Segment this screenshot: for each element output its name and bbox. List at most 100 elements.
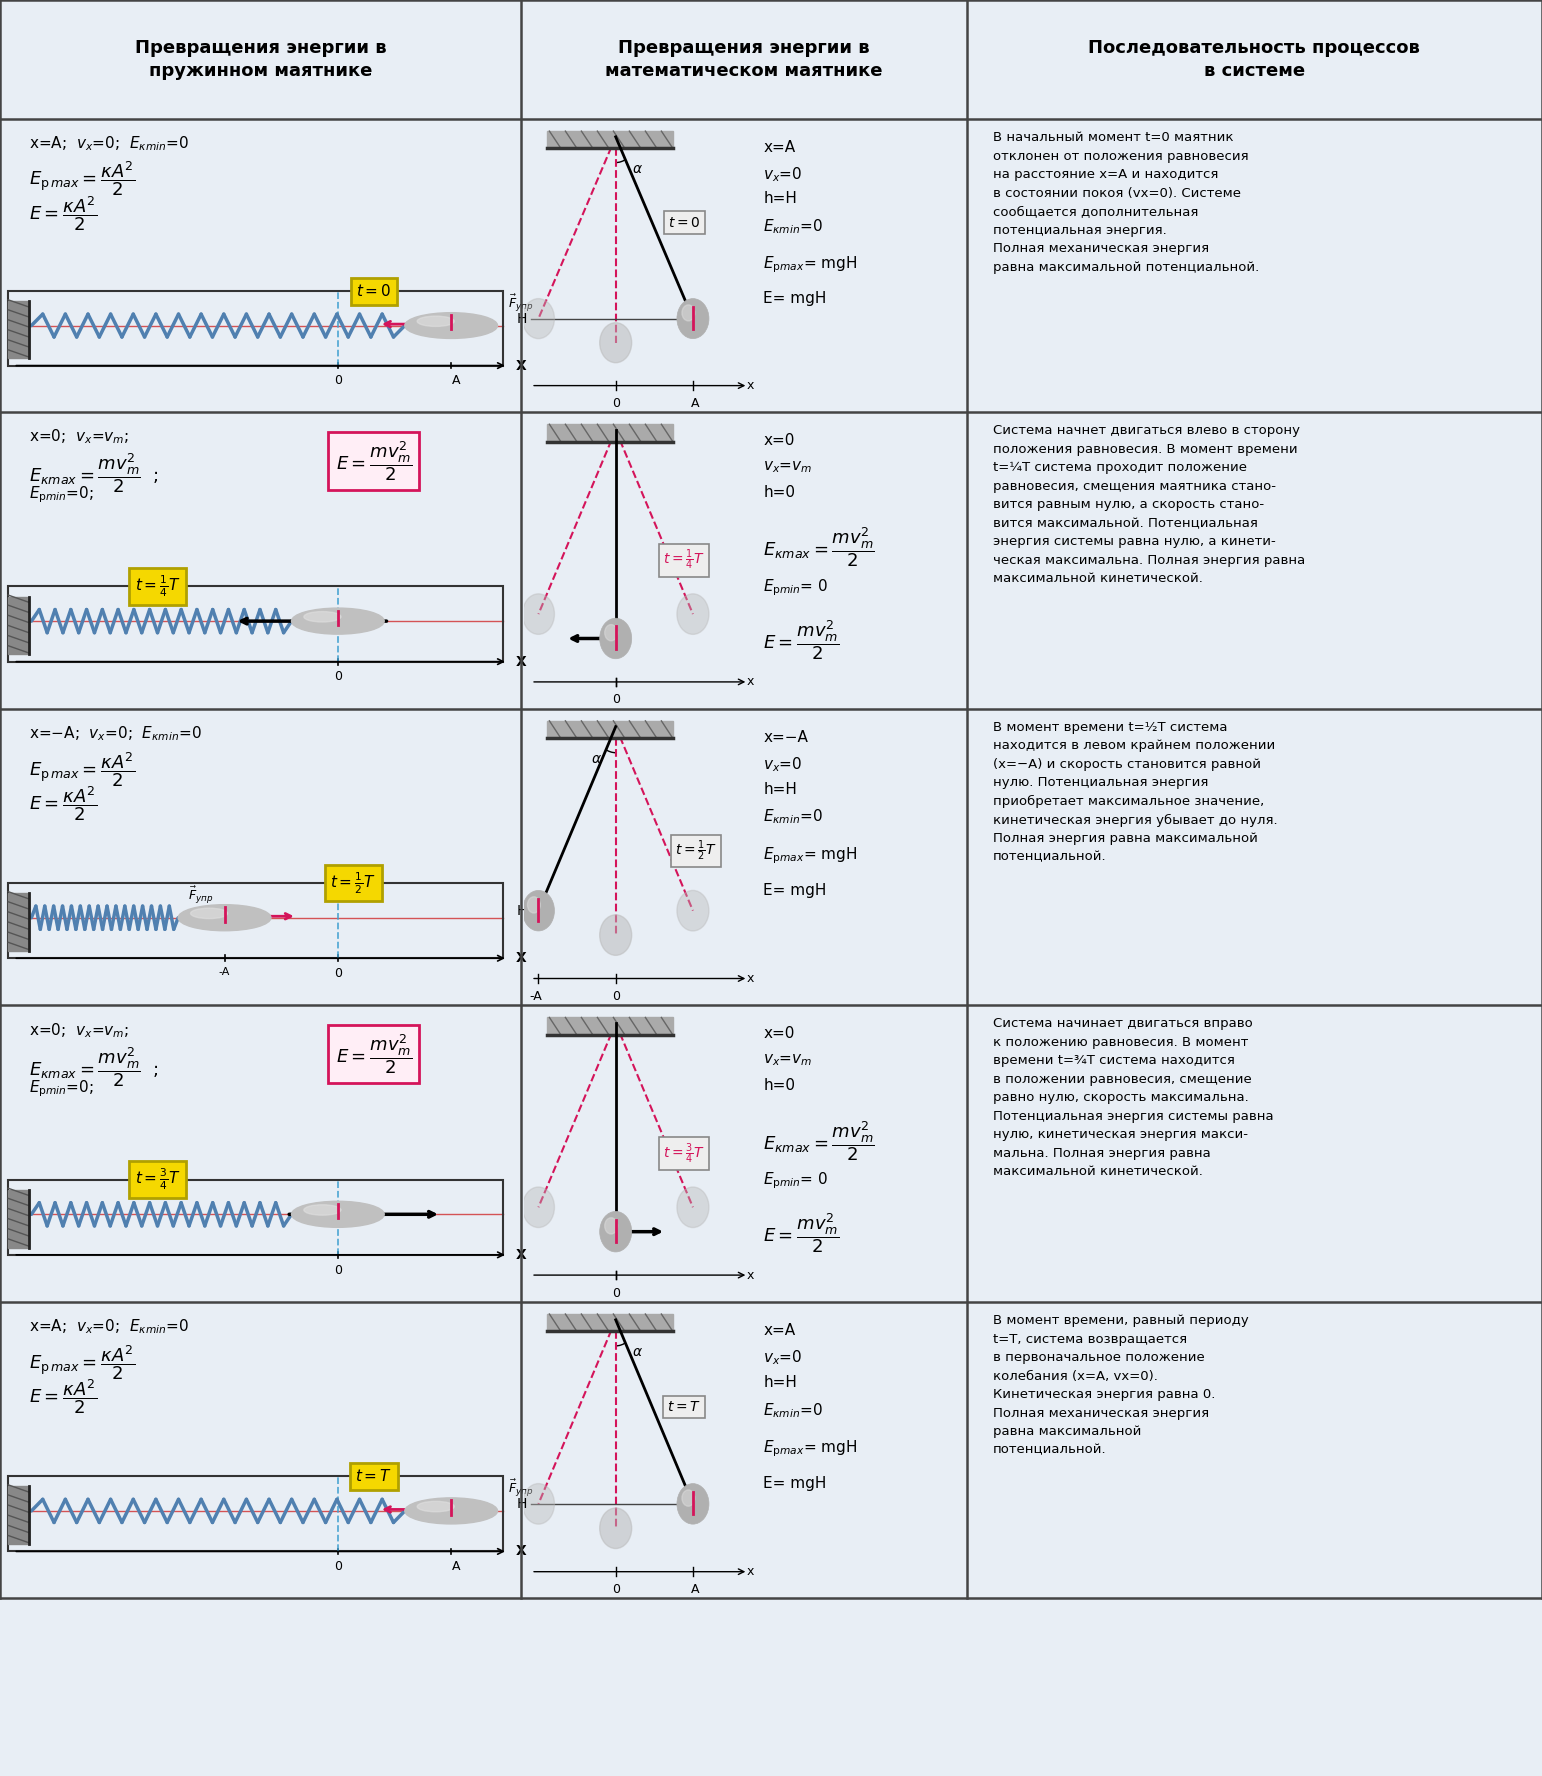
Text: 0: 0 <box>612 398 620 410</box>
Text: $\alpha$: $\alpha$ <box>632 162 643 176</box>
Text: $E = \dfrac{mv_m^2}{2}$: $E = \dfrac{mv_m^2}{2}$ <box>336 1032 412 1076</box>
Circle shape <box>179 904 271 931</box>
Text: x: x <box>746 675 754 689</box>
Text: H: H <box>517 904 526 918</box>
Text: x=0: x=0 <box>763 433 794 448</box>
Circle shape <box>677 1483 709 1524</box>
Text: $E_{\text{р}min}$=0;: $E_{\text{р}min}$=0; <box>29 485 94 506</box>
Text: h=0: h=0 <box>763 485 796 501</box>
Text: $E_{\kappa max} = \dfrac{mv_m^2}{2}$  ;: $E_{\kappa max} = \dfrac{mv_m^2}{2}$ ; <box>29 451 159 496</box>
Bar <box>8 1179 503 1256</box>
Text: $v_x$=0: $v_x$=0 <box>763 1348 802 1368</box>
Text: x=−A;  $v_x$=0;  $E_{\kappa min}$=0: x=−A; $v_x$=0; $E_{\kappa min}$=0 <box>29 725 202 742</box>
Text: $E_{\text{р}\,max} = \dfrac{\kappa A^2}{2}$: $E_{\text{р}\,max} = \dfrac{\kappa A^2}{… <box>29 749 136 789</box>
Text: h=0: h=0 <box>763 1078 796 1094</box>
Text: $E_{\text{р}\,max} = \dfrac{\kappa A^2}{2}$: $E_{\text{р}\,max} = \dfrac{\kappa A^2}{… <box>29 1343 136 1382</box>
Text: Превращения энергии в
пружинном маятнике: Превращения энергии в пружинном маятнике <box>134 39 387 80</box>
Circle shape <box>600 1211 632 1252</box>
Text: $\alpha$: $\alpha$ <box>591 751 601 765</box>
Text: $E = \dfrac{\kappa A^2}{2}$: $E = \dfrac{\kappa A^2}{2}$ <box>29 1378 97 1415</box>
Circle shape <box>527 897 540 913</box>
Text: 0: 0 <box>612 693 620 707</box>
Text: E= mgH: E= mgH <box>763 883 827 899</box>
Text: $v_x$=$v_m$: $v_x$=$v_m$ <box>763 458 813 474</box>
Text: Превращения энергии в
математическом маятнике: Превращения энергии в математическом мая… <box>606 39 882 80</box>
Text: $E_{\text{р}min}$= 0: $E_{\text{р}min}$= 0 <box>763 1170 828 1192</box>
Circle shape <box>600 915 632 955</box>
Bar <box>8 893 29 950</box>
Text: $E_{\text{р}max}$= mgH: $E_{\text{р}max}$= mgH <box>763 254 857 275</box>
Text: $t=\frac{1}{2}T$: $t=\frac{1}{2}T$ <box>330 870 376 895</box>
Circle shape <box>291 607 384 634</box>
Circle shape <box>304 611 341 622</box>
Text: $E_{\kappa min}$=0: $E_{\kappa min}$=0 <box>763 808 823 826</box>
Text: 0: 0 <box>335 966 342 980</box>
Bar <box>547 721 672 739</box>
Text: E= mgH: E= mgH <box>763 291 827 305</box>
Circle shape <box>600 323 632 362</box>
Text: $t=0$: $t=0$ <box>668 215 700 229</box>
Text: 0: 0 <box>335 375 342 387</box>
Bar <box>8 586 503 662</box>
Circle shape <box>523 298 555 339</box>
Text: $E = \dfrac{\kappa A^2}{2}$: $E = \dfrac{\kappa A^2}{2}$ <box>29 194 97 233</box>
Text: 0: 0 <box>612 989 620 1003</box>
Text: $E_{\kappa max}=\dfrac{mv_m^2}{2}$: $E_{\kappa max}=\dfrac{mv_m^2}{2}$ <box>763 526 876 570</box>
Text: x=A: x=A <box>763 1323 796 1337</box>
Text: В момент времени, равный периоду
t=T, система возвращается
в первоначальное поло: В момент времени, равный периоду t=T, си… <box>993 1314 1249 1456</box>
Text: $E_{\text{р}min}$= 0: $E_{\text{р}min}$= 0 <box>763 577 828 599</box>
Text: $E = \dfrac{\kappa A^2}{2}$: $E = \dfrac{\kappa A^2}{2}$ <box>29 785 97 822</box>
Text: $\vec{F}_{упр}$: $\vec{F}_{упр}$ <box>507 1478 534 1499</box>
Bar <box>8 1190 29 1247</box>
Text: $t=\frac{3}{4}T$: $t=\frac{3}{4}T$ <box>134 1167 180 1192</box>
Circle shape <box>677 593 709 634</box>
Circle shape <box>304 1204 341 1215</box>
Text: A: A <box>691 1582 700 1597</box>
Text: x=A: x=A <box>763 140 796 155</box>
Text: $E_{\kappa min}$=0: $E_{\kappa min}$=0 <box>763 1401 823 1419</box>
Text: $\alpha$: $\alpha$ <box>632 1344 643 1359</box>
Circle shape <box>604 1218 617 1234</box>
Text: A: A <box>452 1559 461 1574</box>
Text: x: x <box>746 971 754 986</box>
Circle shape <box>677 890 709 931</box>
Text: x: x <box>746 378 754 392</box>
Text: x=A;  $v_x$=0;  $E_{\kappa min}$=0: x=A; $v_x$=0; $E_{\kappa min}$=0 <box>29 1318 190 1336</box>
Circle shape <box>406 313 498 339</box>
Text: x: x <box>746 1565 754 1579</box>
Circle shape <box>191 908 228 918</box>
Circle shape <box>418 316 455 327</box>
Circle shape <box>600 618 632 659</box>
Text: В начальный момент t=0 маятник
отклонен от положения равновесия
на расстояние x=: В начальный момент t=0 маятник отклонен … <box>993 131 1258 274</box>
Circle shape <box>682 305 695 321</box>
Text: 0: 0 <box>612 1286 620 1300</box>
Text: Последовательность процессов
в системе: Последовательность процессов в системе <box>1089 39 1420 80</box>
Circle shape <box>677 298 709 339</box>
Text: $E_{\text{р}max}$= mgH: $E_{\text{р}max}$= mgH <box>763 1439 857 1460</box>
Text: $t=\frac{1}{4}T$: $t=\frac{1}{4}T$ <box>663 549 705 572</box>
Text: Система начнет двигаться влево в сторону
положения равновесия. В момент времени
: Система начнет двигаться влево в сторону… <box>993 424 1305 586</box>
Text: E= mgH: E= mgH <box>763 1476 827 1492</box>
Text: $E=\dfrac{mv_m^2}{2}$: $E=\dfrac{mv_m^2}{2}$ <box>763 618 840 662</box>
Text: h=H: h=H <box>763 192 797 206</box>
Text: 0: 0 <box>335 670 342 684</box>
Bar <box>547 131 672 147</box>
Text: $E_{\kappa min}$=0: $E_{\kappa min}$=0 <box>763 217 823 236</box>
Text: x=0;  $v_x$=$v_m$;: x=0; $v_x$=$v_m$; <box>29 1021 130 1039</box>
Text: x=0;  $v_x$=$v_m$;: x=0; $v_x$=$v_m$; <box>29 428 130 446</box>
Text: -A: -A <box>219 966 230 977</box>
Circle shape <box>604 625 617 641</box>
Circle shape <box>523 1186 555 1227</box>
Circle shape <box>600 1508 632 1549</box>
Text: $t=\frac{3}{4}T$: $t=\frac{3}{4}T$ <box>663 1142 705 1165</box>
Text: $t=\frac{1}{2}T$: $t=\frac{1}{2}T$ <box>675 838 717 863</box>
Bar <box>547 1018 672 1035</box>
Text: 0: 0 <box>335 1263 342 1277</box>
Text: $E_{\text{р}min}$=0;: $E_{\text{р}min}$=0; <box>29 1078 94 1099</box>
Circle shape <box>523 1483 555 1524</box>
Text: A: A <box>691 398 700 410</box>
Text: H: H <box>517 1497 526 1511</box>
Text: $t=T$: $t=T$ <box>355 1469 392 1485</box>
Bar <box>8 302 29 359</box>
Text: X: X <box>515 1249 526 1261</box>
